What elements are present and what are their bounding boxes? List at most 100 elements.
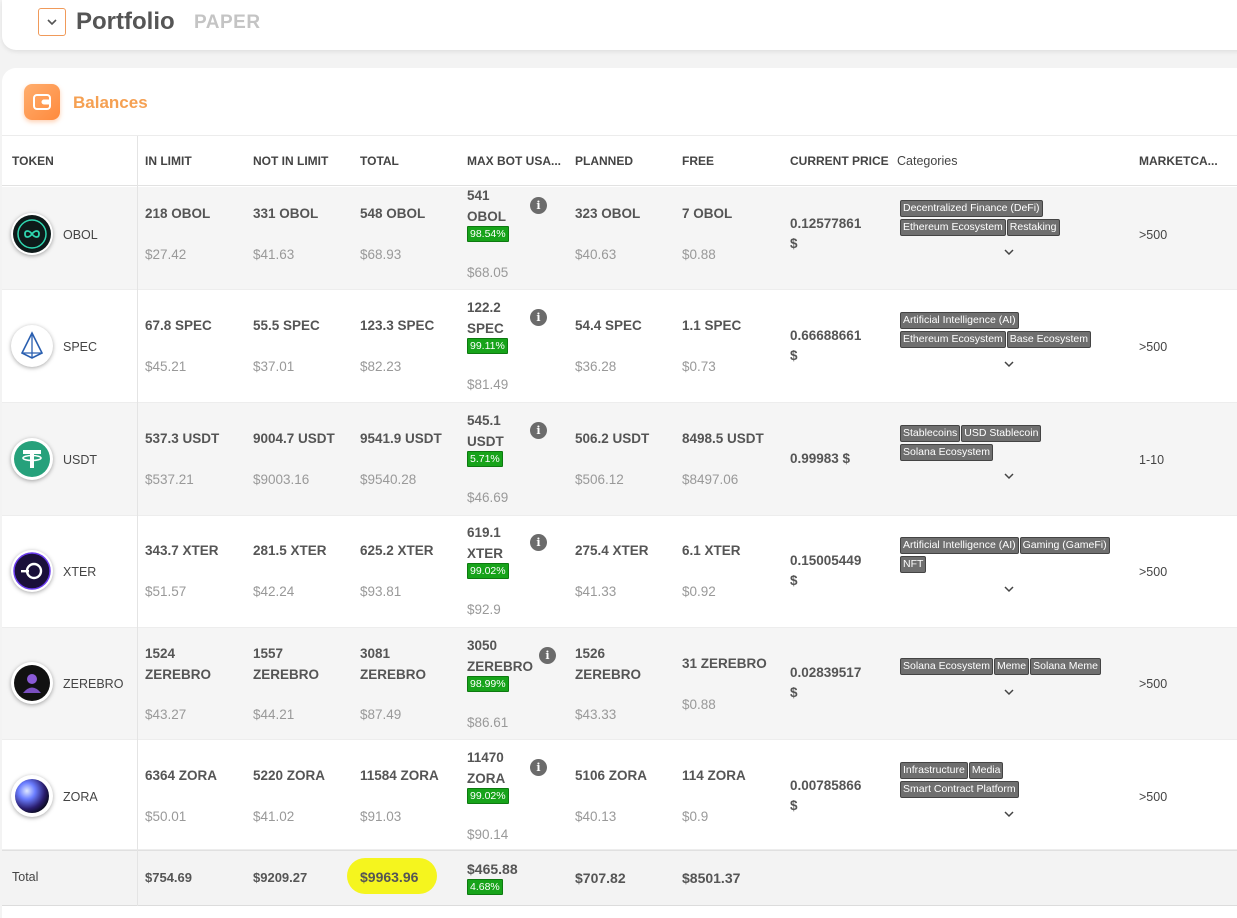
category-tag[interactable]: USD Stablecoin (961, 425, 1042, 442)
free-qty: 8498.5 USDT (682, 431, 764, 446)
column-divider (137, 136, 138, 906)
marketcap-rank: 1-10 (1139, 453, 1165, 467)
planned-qty: 506.2 USDT (575, 431, 650, 446)
table-row (2, 516, 1237, 628)
total-usd: $82.23 (360, 359, 402, 374)
col-not-in-limit[interactable]: NOT IN LIMIT (253, 154, 329, 168)
in-limit-usd: $537.21 (145, 472, 194, 487)
col-current-price[interactable]: CURRENT PRICE (790, 154, 889, 168)
expand-categories-icon[interactable] (1003, 248, 1015, 256)
category-tag[interactable]: Gaming (GameFi) (1019, 537, 1110, 554)
obol-logo-icon (11, 213, 53, 255)
category-tag[interactable]: Smart Contract Platform (900, 781, 1019, 798)
marketcap-rank: >500 (1139, 565, 1168, 579)
in-limit-usd: $43.27 (145, 707, 187, 722)
expand-categories-icon[interactable] (1003, 472, 1015, 480)
col-total[interactable]: TOTAL (360, 154, 399, 168)
col-marketcap[interactable]: MARKETCA... (1139, 154, 1218, 168)
category-tag[interactable]: Decentralized Finance (DeFi) (900, 200, 1043, 217)
category-tags: Decentralized Finance (DeFi) Ethereum Eco… (900, 200, 1130, 238)
chevron-down-icon (47, 19, 57, 26)
expand-categories-icon[interactable] (1003, 688, 1015, 696)
total-usd: $9540.28 (360, 472, 417, 487)
max-bot-unit: SPEC (467, 321, 504, 336)
category-tag[interactable]: Media (968, 762, 1004, 779)
table-header (2, 135, 1237, 186)
category-tag[interactable]: Solana Ecosystem (900, 658, 993, 675)
in-limit-usd: $27.42 (145, 247, 187, 262)
expand-categories-icon[interactable] (1003, 360, 1015, 368)
totals-row (2, 850, 1237, 906)
planned-usd: $506.12 (575, 472, 624, 487)
category-tag[interactable]: Restaking (1006, 219, 1060, 236)
expand-categories-icon[interactable] (1003, 585, 1015, 593)
free-usd: $0.73 (682, 359, 716, 374)
spec-logo-icon (11, 325, 53, 367)
max-bot-usd: $81.49 (467, 377, 509, 392)
category-tag[interactable]: Ethereum Ecosystem (900, 331, 1006, 348)
max-bot-unit: USDT (467, 434, 504, 449)
planned-qty: 323 OBOL (575, 206, 641, 221)
total-max-bot: $465.88 (467, 861, 518, 877)
marketcap-rank: >500 (1139, 677, 1168, 691)
total-usd: $91.03 (360, 809, 402, 824)
category-tag[interactable]: Solana Meme (1030, 658, 1101, 675)
category-tag[interactable]: Base Ecosystem (1006, 331, 1091, 348)
info-icon[interactable]: i (530, 309, 547, 326)
total-qty: 123.3 SPEC (360, 318, 435, 333)
current-price: 0.99983 $ (790, 451, 851, 466)
current-price: 0.12577861 $ (790, 216, 862, 251)
col-categories[interactable]: Categories (897, 154, 958, 168)
current-price: 0.02839517 $ (790, 665, 862, 700)
planned-usd: $40.63 (575, 247, 617, 262)
info-icon[interactable]: i (530, 197, 547, 214)
info-icon[interactable]: i (530, 422, 547, 439)
max-bot-usd: $92.9 (467, 602, 501, 617)
col-in-limit[interactable]: IN LIMIT (145, 154, 192, 168)
category-tag[interactable]: Meme (993, 658, 1030, 675)
info-icon[interactable]: i (530, 759, 547, 776)
free-usd: $0.88 (682, 697, 716, 712)
planned-qty: 1526 ZEREBRO (575, 646, 642, 682)
category-tag[interactable]: Ethereum Ecosystem (900, 219, 1006, 236)
in-limit-qty: 67.8 SPEC (145, 318, 212, 333)
col-max-bot-usage[interactable]: MAX BOT USA... (467, 154, 562, 168)
mode-badge: PAPER (194, 12, 261, 33)
category-tag[interactable]: Solana Ecosystem (900, 444, 993, 461)
wallet-icon (24, 84, 60, 120)
category-tag[interactable]: Infrastructure (900, 762, 968, 779)
total-qty: 3081 ZEREBRO (360, 646, 427, 682)
category-tag[interactable]: Artificial Intelligence (AI) (900, 312, 1019, 329)
free-qty: 114 ZORA (682, 768, 746, 783)
total-usd: $93.81 (360, 584, 402, 599)
in-limit-qty: 537.3 USDT (145, 431, 220, 446)
not-in-limit-qty: 55.5 SPEC (253, 318, 320, 333)
not-in-limit-usd: $42.24 (253, 584, 295, 599)
free-qty: 6.1 XTER (682, 543, 741, 558)
category-tag[interactable]: Artificial Intelligence (AI) (900, 537, 1019, 554)
usage-percent-badge: 4.68% (467, 879, 503, 895)
in-limit-qty: 1524 ZEREBRO (145, 646, 212, 682)
current-price: 0.66688661 $ (790, 328, 862, 363)
category-tags: Stablecoins USD Stablecoin Solana Ecosyste… (900, 425, 1130, 463)
info-icon[interactable]: i (530, 534, 547, 551)
info-icon[interactable]: i (539, 647, 556, 664)
free-usd: $0.92 (682, 584, 716, 599)
category-tags: Artificial Intelligence (AI) Gaming (Game… (900, 537, 1130, 575)
total-qty: 9541.9 USDT (360, 431, 442, 446)
col-token[interactable]: TOKEN (12, 154, 54, 168)
table-row (2, 628, 1237, 740)
col-planned[interactable]: PLANNED (575, 154, 634, 168)
max-bot-qty: 545.1 (467, 413, 501, 428)
usage-percent-badge: 98.99% (467, 676, 509, 692)
xter-logo-icon (11, 550, 53, 592)
not-in-limit-usd: $41.63 (253, 247, 295, 262)
col-free[interactable]: FREE (682, 154, 715, 168)
table-row (2, 740, 1237, 850)
in-limit-usd: $45.21 (145, 359, 187, 374)
category-tag[interactable]: NFT (900, 556, 927, 573)
category-tag[interactable]: Stablecoins (900, 425, 961, 442)
collapse-button[interactable] (38, 8, 66, 36)
usage-percent-badge: 5.71% (467, 451, 503, 467)
expand-categories-icon[interactable] (1003, 810, 1015, 818)
